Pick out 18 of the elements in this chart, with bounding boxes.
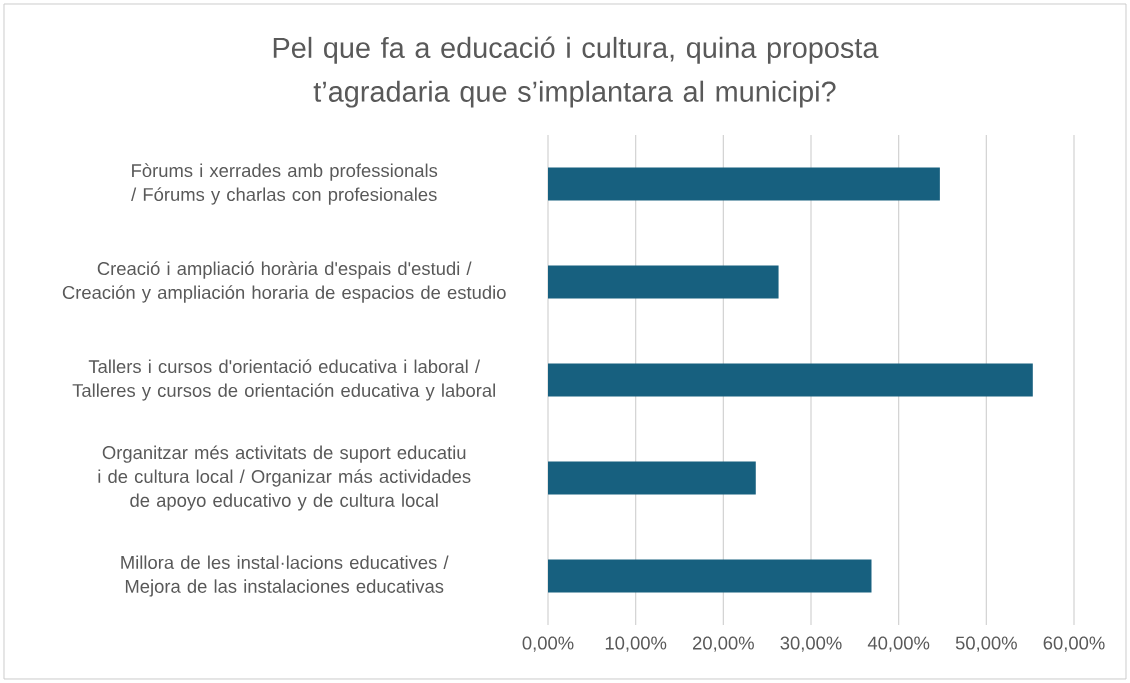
y-tick-label: Millora de les instal·lacions educatives / Mejora de las instalaciones educativas	[121, 555, 449, 597]
chart-title: Pel que fa a educació i cultura, quina proposta t’agradaria que s’implantara al municipi?	[273, 36, 879, 108]
x-tick-label: 0,00%	[522, 636, 574, 652]
y-tick-label: Tallers i cursos d'orientació educativa i laboral / Talleres y cursos de orientación educativa y laboral	[72, 359, 495, 401]
y-tick-label: Organitzar més activitats de suport educatiu i de cultura local / Organizar más actividades de apoyo educativo y de cultura local	[98, 445, 471, 511]
bar	[548, 559, 872, 593]
x-tick-label: 10,00%	[605, 636, 667, 652]
bar	[548, 265, 779, 299]
x-tick-label: 60,00%	[1043, 636, 1105, 652]
bar	[548, 461, 756, 495]
y-tick-label: Creació i ampliació horària d'espais d'estudi / Creación y ampliación horaria de espacios de estudio	[62, 261, 506, 303]
x-tick-label: 40,00%	[867, 636, 930, 652]
x-tick-label: 20,00%	[693, 636, 754, 652]
bar	[548, 167, 940, 201]
y-tick-label: Fòrums i xerrades amb professionals / Fórums y charlas con profesionales	[131, 163, 438, 205]
bar	[548, 363, 1033, 397]
x-tick-label: 50,00%	[955, 636, 1017, 652]
x-tick-label: 30,00%	[780, 636, 842, 652]
